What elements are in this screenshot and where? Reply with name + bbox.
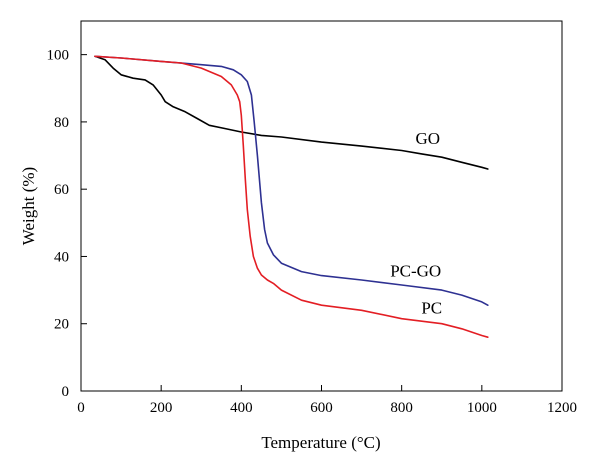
- series-layer: [94, 55, 489, 339]
- plot-frame: [80, 20, 563, 392]
- x-tick-label: 1000: [467, 400, 497, 416]
- x-tick-label: 800: [390, 400, 413, 416]
- x-tick-label: 0: [77, 400, 85, 416]
- annotation-layer: GO PC-GO PC: [390, 129, 442, 318]
- y-tick-label: 20: [54, 317, 69, 333]
- x-axis-title: Temperature (°C): [261, 433, 380, 452]
- series-label-go: GO: [415, 129, 440, 148]
- series-line-go: [94, 55, 489, 170]
- x-tick-label: 600: [310, 400, 333, 416]
- y-tick-label: 0: [62, 384, 70, 400]
- x-tick-label: 400: [230, 400, 253, 416]
- y-tick-label: 40: [54, 249, 69, 265]
- y-tick-label: 80: [54, 115, 69, 131]
- y-tick-label: 60: [54, 182, 69, 198]
- x-tick-label: 200: [150, 400, 173, 416]
- series-line-pc-go: [94, 55, 489, 307]
- y-tick-label: 100: [47, 48, 70, 64]
- y-axis-title: Weight (%): [19, 167, 38, 245]
- x-tick-label: 1200: [547, 400, 577, 416]
- series-label-pc: PC: [421, 299, 442, 318]
- axis-ticks: 0 200 400 600 800 1000 1200 0 20 40 60 80 100: [47, 48, 578, 416]
- series-line-pc: [94, 55, 489, 339]
- series-label-pc-go: PC-GO: [390, 262, 441, 281]
